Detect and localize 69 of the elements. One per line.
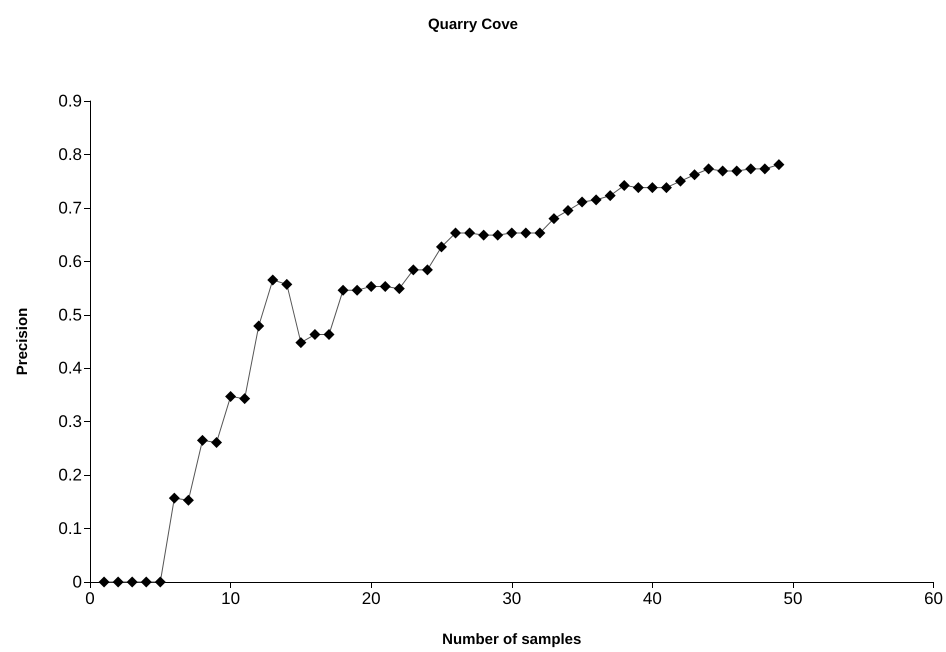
- point: [225, 391, 236, 402]
- point: [324, 329, 335, 340]
- point: [154, 576, 166, 588]
- x-tick-label: 60: [924, 589, 944, 608]
- point: [295, 337, 306, 348]
- point: [450, 228, 462, 239]
- point: [408, 264, 419, 276]
- point: [674, 176, 686, 187]
- y-axis-title: Precision: [14, 308, 31, 376]
- chart-title: Quarry Cove: [428, 16, 518, 33]
- point: [534, 228, 546, 239]
- point: [380, 280, 391, 292]
- x-tick-label: 20: [362, 589, 381, 608]
- point: [338, 284, 349, 296]
- point: [492, 230, 504, 241]
- y-tick-label: 0.1: [58, 519, 82, 538]
- point: [618, 180, 630, 191]
- y-tick-label: 0.6: [58, 252, 82, 271]
- point: [548, 213, 560, 224]
- point: [239, 393, 250, 404]
- point: [352, 284, 363, 296]
- point: [689, 169, 700, 180]
- point: [309, 329, 320, 340]
- point: [520, 228, 532, 239]
- point: [731, 166, 742, 177]
- x-axis-title: Number of samples: [442, 631, 582, 648]
- point: [745, 163, 756, 174]
- x-tick-label: 40: [642, 589, 662, 608]
- y-tick-label: 0.3: [58, 412, 82, 432]
- x-tick-label: 50: [783, 589, 802, 608]
- point: [632, 182, 644, 194]
- point: [464, 228, 476, 239]
- point: [182, 494, 194, 506]
- y-tick-label: 0.2: [58, 466, 82, 485]
- point: [590, 194, 602, 206]
- point: [168, 492, 180, 504]
- y-tick-label: 0.7: [58, 198, 82, 218]
- y-tick-label: 0: [72, 572, 82, 592]
- point: [98, 576, 110, 588]
- point: [506, 228, 518, 239]
- point: [422, 264, 433, 276]
- y-tick-label: 0.9: [58, 92, 82, 110]
- point: [576, 196, 588, 208]
- y-tick-label: 0.8: [58, 144, 82, 164]
- point: [140, 576, 152, 588]
- point: [773, 159, 784, 170]
- x-tick-label: 10: [221, 589, 240, 608]
- point: [703, 163, 714, 174]
- point: [717, 166, 728, 177]
- x-tick-label: 30: [502, 589, 522, 608]
- y-tick-label: 0.4: [58, 358, 82, 378]
- point: [562, 205, 574, 216]
- point: [112, 576, 124, 588]
- point: [436, 241, 447, 252]
- point: [267, 274, 278, 286]
- point: [646, 182, 658, 194]
- point: [126, 576, 138, 588]
- point: [196, 434, 208, 446]
- x-tick-label: 0: [85, 589, 95, 608]
- point: [478, 230, 490, 241]
- point: [211, 437, 222, 448]
- point: [253, 320, 264, 332]
- point: [394, 283, 405, 294]
- y-tick-label: 0.5: [58, 305, 82, 324]
- point: [366, 280, 377, 292]
- point: [759, 163, 770, 174]
- point: [660, 182, 672, 194]
- point: [604, 190, 616, 202]
- point: [281, 278, 292, 290]
